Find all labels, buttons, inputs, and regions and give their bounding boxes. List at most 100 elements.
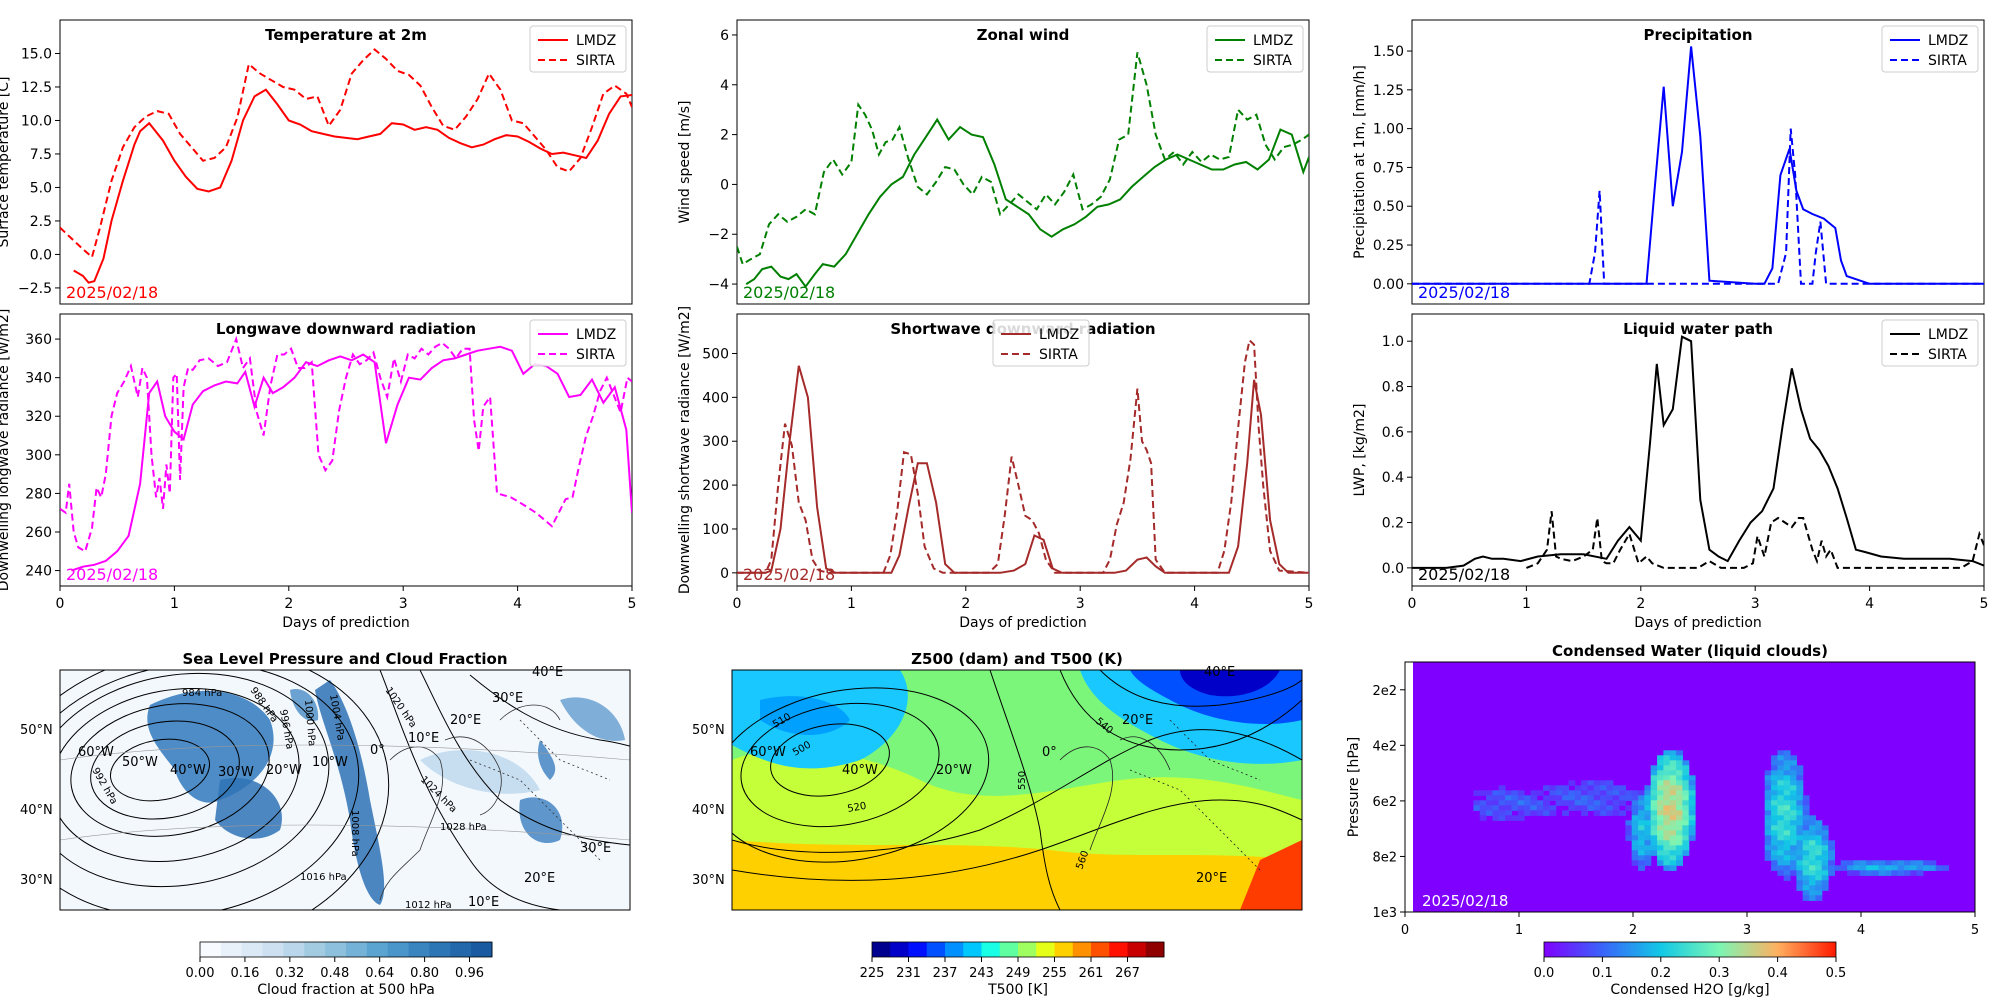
- svg-text:1012 hPa: 1012 hPa: [405, 900, 452, 911]
- heatmap-cell: [1777, 855, 1785, 861]
- heatmap-cell: [1891, 865, 1899, 871]
- z500-map-labels: 50°N 40°N 30°N 60°W 40°W 20°W 0° 20°E 40…: [692, 665, 1235, 888]
- heatmap-cell: [1764, 845, 1772, 851]
- heatmap-cell: [1669, 760, 1677, 766]
- slp-map-labels: 50°N 40°N 30°N 60°W 50°W 40°W 30°W 20°W …: [20, 665, 611, 910]
- colorbar-tick-label: 0.32: [275, 966, 304, 981]
- colorbar-band: [872, 942, 891, 957]
- heatmap-cell: [1524, 810, 1531, 816]
- colorbar-band: [945, 942, 964, 957]
- legend-label: SIRTA: [1928, 53, 1967, 69]
- heatmap-cell: [1682, 765, 1690, 771]
- heatmap-cell: [1676, 765, 1683, 771]
- svg-text:0°: 0°: [370, 743, 385, 758]
- heatmap-cell: [1669, 770, 1677, 776]
- heatmap-cell: [1517, 800, 1525, 806]
- x-tick-label: 3: [1743, 923, 1751, 938]
- heatmap-cell: [1771, 810, 1778, 816]
- heatmap-cell: [1650, 815, 1658, 821]
- heatmap-cell: [1796, 765, 1804, 771]
- colorbar-band: [471, 942, 493, 957]
- condensed-h2o-colorbar: 0.0 0.1 0.2 0.3 0.4 0.5 Condensed H2O [g/kg]: [1534, 941, 1846, 998]
- y-tick-label: 0.0: [1382, 561, 1404, 577]
- colorbar-band: [1036, 942, 1055, 957]
- heatmap-cell: [1631, 860, 1639, 866]
- y-tick-label: 0.50: [1373, 199, 1404, 215]
- x-tick-label: 0: [1408, 596, 1417, 612]
- heatmap-cell: [1802, 875, 1810, 881]
- heatmap-cell: [1638, 850, 1645, 856]
- heatmap-cell: [1815, 850, 1823, 856]
- heatmap-cell: [1587, 790, 1595, 796]
- colorbar-tick-label: 0.80: [410, 966, 439, 981]
- heatmap-cell: [1657, 815, 1664, 821]
- series-group: [1412, 46, 1984, 285]
- colorbar-band: [1072, 942, 1092, 957]
- heatmap-cell: [1663, 820, 1671, 826]
- heatmap-cell: [1777, 765, 1785, 771]
- heatmap-cell: [1663, 750, 1671, 756]
- heatmap-cell: [1802, 820, 1810, 826]
- y-tick-label: 2.5: [30, 214, 52, 230]
- heatmap-cell: [1802, 865, 1810, 871]
- heatmap-cell: [1783, 820, 1791, 826]
- colorbar-tick-label: 243: [969, 966, 994, 981]
- heatmap-cell: [1790, 820, 1797, 826]
- heatmap-cell: [1840, 860, 1848, 866]
- heatmap-cell: [1669, 810, 1677, 816]
- y-tick-label: 6e2: [1372, 795, 1397, 810]
- x-axis-label: Days of prediction: [282, 615, 410, 631]
- heatmap-cell: [1783, 870, 1791, 876]
- heatmap-cell: [1644, 850, 1652, 856]
- heatmap-cell: [1853, 860, 1861, 866]
- heatmap-cell: [1650, 765, 1658, 771]
- heatmap-cell: [1676, 750, 1683, 756]
- heatmap-cell: [1796, 795, 1804, 801]
- heatmap-cell: [1910, 865, 1918, 871]
- date-label: 2025/02/18: [743, 283, 835, 302]
- heatmap-cell: [1815, 825, 1823, 831]
- heatmap-cell: [1790, 810, 1797, 816]
- heatmap-cell: [1676, 810, 1683, 816]
- heatmap-cell: [1492, 795, 1500, 801]
- heatmap-cell: [1530, 790, 1538, 796]
- heatmap-cell: [1942, 865, 1949, 871]
- axes-frame: [1411, 313, 1985, 587]
- heatmap-cell: [1777, 870, 1785, 876]
- heatmap-cell: [1587, 785, 1595, 791]
- heatmap-cell: [1777, 835, 1785, 841]
- x-tick-label: 1: [1515, 923, 1523, 938]
- y-tick-label: 5.0: [30, 180, 52, 196]
- svg-text:550: 550: [1017, 771, 1028, 790]
- heatmap-cell: [1777, 780, 1785, 786]
- colorbar-band: [346, 942, 368, 957]
- heatmap-cell: [1783, 755, 1791, 761]
- heatmap-cell: [1530, 795, 1538, 801]
- heatmap-cell: [1802, 825, 1810, 831]
- heatmap-cell: [1790, 825, 1797, 831]
- heatmap-cell: [1796, 840, 1804, 846]
- heatmap-cell: [1885, 865, 1892, 871]
- heatmap-cell: [1669, 815, 1677, 821]
- heatmap-cell: [1644, 805, 1652, 811]
- heatmap-cell: [1669, 855, 1677, 861]
- heatmap-cell: [1688, 835, 1696, 841]
- heatmap-cell: [1796, 870, 1804, 876]
- heatmap-cell: [1663, 785, 1671, 791]
- heatmap-cell: [1777, 810, 1785, 816]
- heatmap-cell: [1682, 795, 1690, 801]
- heatmap-cell: [1815, 870, 1823, 876]
- heatmap-cell: [1878, 860, 1886, 866]
- svg-text:50°N: 50°N: [20, 723, 53, 738]
- heatmap-cell: [1764, 850, 1772, 856]
- colorbar-band: [366, 942, 389, 957]
- svg-text:40°E: 40°E: [532, 665, 563, 680]
- heatmap-cell: [1783, 855, 1791, 861]
- heatmap-cell: [1669, 835, 1677, 841]
- date-label: 2025/02/18: [743, 565, 835, 584]
- heatmap-cell: [1676, 780, 1683, 786]
- heatmap-cell: [1682, 835, 1690, 841]
- colorbar-tick-label: 249: [1006, 966, 1031, 981]
- heatmap-cell: [1771, 790, 1778, 796]
- heatmap-cell: [1847, 865, 1854, 871]
